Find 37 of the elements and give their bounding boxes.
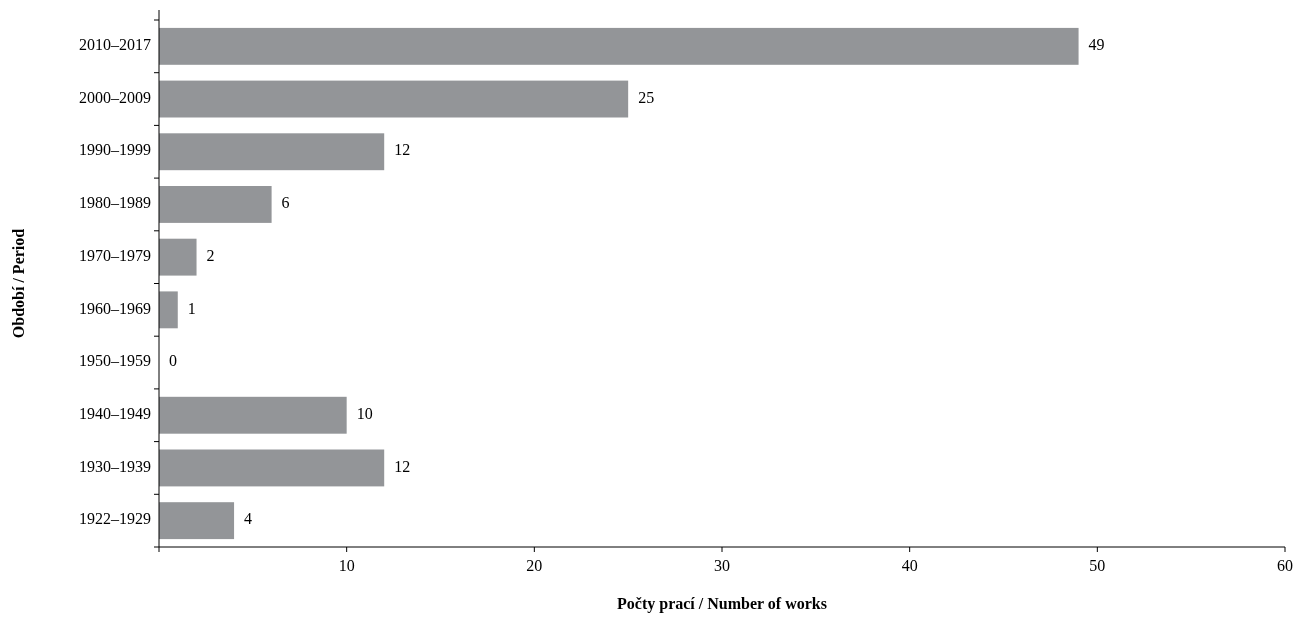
data-label: 4	[244, 510, 253, 528]
x-axis-title: Počty prací / Number of works	[617, 595, 827, 613]
data-label: 6	[281, 194, 290, 212]
bar	[159, 396, 347, 434]
data-label: 0	[169, 352, 177, 370]
bar	[159, 238, 197, 276]
y-tick-label: 1950–1959	[79, 352, 151, 370]
bar	[159, 291, 178, 329]
y-tick-label: 1970–1979	[79, 246, 151, 264]
bar	[159, 27, 1079, 65]
y-tick-label: 2010–2017	[79, 36, 151, 54]
data-label: 10	[356, 404, 373, 422]
bar	[159, 80, 629, 118]
data-label: 2	[206, 246, 215, 264]
data-label: 25	[638, 88, 655, 106]
y-tick-label: 1990–1999	[79, 141, 151, 159]
bar	[159, 449, 385, 487]
x-tick-label: 10	[338, 557, 355, 574]
data-label: 12	[394, 141, 411, 159]
y-tick-label: 1922–1929	[79, 510, 151, 528]
x-tick-label: 60	[1277, 557, 1293, 574]
y-tick-label: 1930–1939	[79, 457, 151, 475]
bar	[159, 186, 272, 223]
y-tick-label: 1980–1989	[79, 194, 151, 212]
x-tick-label: 20	[526, 557, 543, 574]
x-tick-label: 30	[714, 557, 730, 574]
data-label: 49	[1088, 36, 1105, 54]
x-tick-label: 40	[901, 557, 918, 574]
bar	[159, 502, 235, 540]
y-tick-label: 2000–2009	[79, 88, 151, 106]
y-tick-label: 1960–1969	[79, 299, 151, 317]
data-label: 1	[187, 299, 196, 317]
x-tick-label: 50	[1089, 557, 1106, 574]
y-tick-label: 1940–1949	[79, 404, 151, 422]
data-label: 12	[394, 457, 411, 475]
bar	[159, 133, 385, 171]
y-axis-title: Období / Period	[10, 228, 27, 339]
